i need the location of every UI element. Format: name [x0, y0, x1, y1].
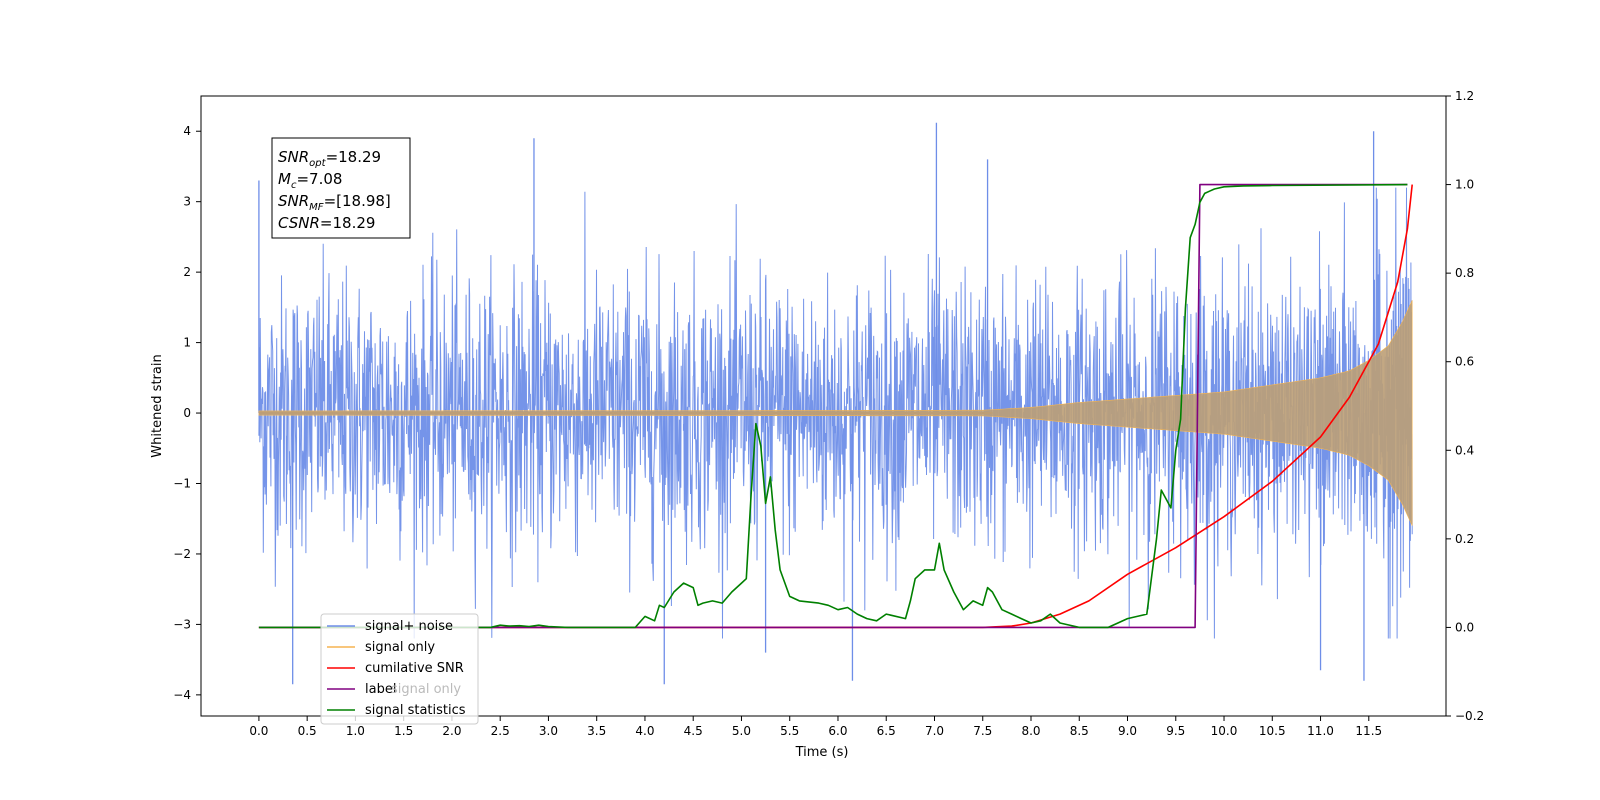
y-axis-left: 4 3 2 1 0 −1 −2 −3 −4 [173, 124, 201, 702]
legend-item-signal-statistics: signal statistics [327, 703, 466, 718]
annotation-frame [271, 137, 411, 239]
x-tick-label: 11.5 [1355, 724, 1382, 738]
x-tick-label: 5.0 [732, 724, 751, 738]
y-tick-label: −4 [173, 688, 191, 702]
plot-frame [200, 95, 1447, 717]
y2-tick-label: 0.2 [1455, 532, 1474, 546]
annotation-line: Mc=7.08 [278, 170, 342, 191]
y-tick-label: 0 [183, 406, 191, 420]
x-tick-label: 3.5 [587, 724, 606, 738]
legend-label: label [365, 682, 396, 697]
legend-frame [320, 613, 479, 725]
x-tick-label: 8.0 [1021, 724, 1040, 738]
legend-item-label: label [327, 682, 396, 697]
legend-label: signal only [365, 640, 435, 655]
x-axis: 0.0 0.5 1.0 1.5 2.0 2.5 3.0 3.5 4.0 4.5 5.0 5.5 6.0 6… [249, 716, 1382, 738]
legend-label: signal statistics [365, 703, 466, 718]
y-tick-label: −2 [173, 547, 191, 561]
annotation-line: SNRopt=18.29 [278, 148, 381, 169]
annotation-line: CSNR=18.29 [278, 214, 375, 232]
x-tick-label: 3.0 [539, 724, 558, 738]
x-tick-label: 8.5 [1070, 724, 1089, 738]
y-tick-label: −1 [173, 477, 191, 491]
x-tick-label: 4.0 [635, 724, 654, 738]
y-tick-label: −3 [173, 617, 191, 631]
annotation-line: SNRMF=[18.98] [278, 192, 391, 213]
y-tick-label: 3 [183, 195, 191, 209]
legend-item-cumilative-snr: cumilative SNR [327, 661, 464, 676]
legend-label: signal+ noise [365, 619, 453, 634]
y2-tick-label: 0.4 [1455, 443, 1474, 457]
y2-tick-label: −0.2 [1455, 709, 1484, 723]
y2-tick-label: 0.0 [1455, 620, 1474, 634]
x-tick-label: 2.5 [491, 724, 510, 738]
x-tick-label: 10.0 [1211, 724, 1238, 738]
x-tick-label: 11.0 [1307, 724, 1334, 738]
x-tick-label: 0.0 [249, 724, 268, 738]
x-tick-label: 4.5 [684, 724, 703, 738]
y2-tick-label: 0.8 [1455, 266, 1474, 280]
x-tick-label: 7.0 [925, 724, 944, 738]
x-tick-label: 9.0 [1118, 724, 1137, 738]
x-tick-label: 6.5 [877, 724, 896, 738]
cumilative-snr-line [258, 184, 1413, 629]
y-tick-label: 4 [183, 124, 191, 138]
y2-tick-label: 1.0 [1455, 178, 1474, 192]
legend-item-signal-noise: signal+ noise [327, 619, 453, 634]
y-axis-label: Whitened strain [150, 354, 165, 457]
x-tick-label: 10.5 [1259, 724, 1286, 738]
legend-obscured-text: signal only [391, 682, 461, 697]
x-tick-label: 0.5 [298, 724, 317, 738]
y-axis-right: 1.2 1.0 0.8 0.6 0.4 0.2 0.0 −0.2 [1446, 89, 1484, 723]
annotation-box: SNRopt=18.29Mc=7.08SNRMF=[18.98]CSNR=18.… [271, 137, 411, 239]
y2-tick-label: 1.2 [1455, 89, 1474, 103]
x-tick-label: 6.0 [828, 724, 847, 738]
x-tick-label: 2.0 [442, 724, 461, 738]
x-tick-label: 1.5 [394, 724, 413, 738]
x-tick-label: 1.0 [346, 724, 365, 738]
legend: signal+ noise signal only cumilative SNR la… [320, 613, 479, 725]
x-tick-label: 9.5 [1166, 724, 1185, 738]
x-tick-label: 7.5 [973, 724, 992, 738]
y-tick-label: 1 [183, 336, 191, 350]
legend-label: cumilative SNR [365, 661, 464, 676]
signal-statistics-line [258, 183, 1408, 629]
y2-tick-label: 0.6 [1455, 355, 1474, 369]
legend-item-signal-only: signal only [327, 640, 435, 655]
y-tick-label: 2 [183, 265, 191, 279]
x-axis-label: Time (s) [795, 745, 849, 760]
series-lines [258, 183, 1413, 629]
x-tick-label: 5.5 [780, 724, 799, 738]
series-signal-only [258, 300, 1413, 526]
